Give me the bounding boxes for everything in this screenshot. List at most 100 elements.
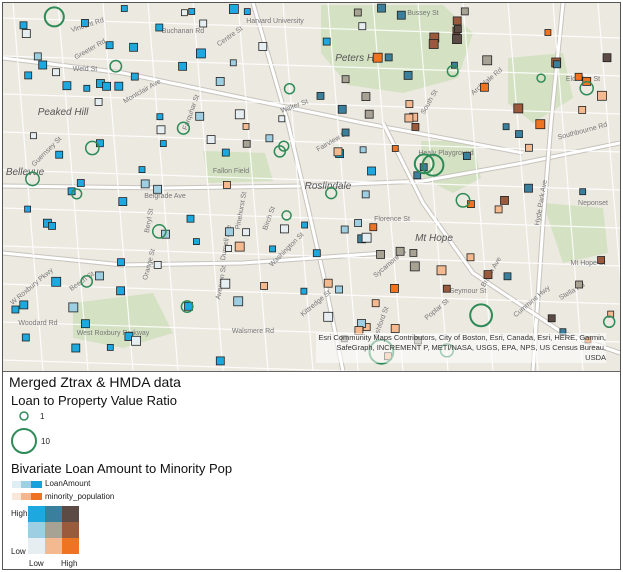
loan-marker-68[interactable] <box>395 246 405 256</box>
loan-marker-76[interactable] <box>68 302 79 313</box>
loan-marker-153[interactable] <box>55 150 64 159</box>
loan-marker-36[interactable] <box>62 81 72 91</box>
loan-marker-168[interactable] <box>117 258 125 267</box>
loan-marker-123[interactable] <box>105 41 114 50</box>
loan-marker-16[interactable] <box>377 3 386 13</box>
loan-marker-138[interactable] <box>372 52 383 63</box>
loan-marker-102[interactable] <box>403 71 413 80</box>
loan-marker-72[interactable] <box>579 188 587 196</box>
loan-marker-122[interactable] <box>81 18 89 27</box>
loan-marker-87[interactable] <box>371 299 380 308</box>
ratio-ring-15[interactable] <box>469 303 494 328</box>
loan-marker-166[interactable] <box>71 343 81 353</box>
ratio-ring-9[interactable] <box>446 65 459 78</box>
loan-marker-73[interactable] <box>30 132 37 140</box>
loan-marker-35[interactable] <box>503 272 512 281</box>
loan-marker-44[interactable] <box>597 256 605 264</box>
loan-marker-135[interactable] <box>391 145 399 152</box>
ratio-ring-21[interactable] <box>109 59 123 73</box>
loan-marker-83[interactable] <box>24 205 32 213</box>
ratio-ring-20[interactable] <box>413 153 435 175</box>
ratio-ring-8[interactable] <box>579 80 594 96</box>
loan-marker-126[interactable] <box>333 147 343 157</box>
loan-marker-67[interactable] <box>597 90 607 101</box>
loan-marker-63[interactable] <box>409 248 418 257</box>
loan-marker-14[interactable] <box>369 223 378 232</box>
loan-marker-169[interactable] <box>155 23 164 32</box>
loan-marker-39[interactable] <box>192 238 200 246</box>
ratio-ring-22[interactable] <box>43 6 65 28</box>
ratio-ring-14[interactable] <box>421 153 445 177</box>
loan-marker-21[interactable] <box>258 42 268 51</box>
loan-marker-120[interactable] <box>159 140 167 148</box>
loan-marker-85[interactable] <box>460 7 469 16</box>
ratio-ring-3[interactable] <box>455 192 471 208</box>
loan-marker-134[interactable] <box>118 197 128 207</box>
loan-marker-0[interactable] <box>364 109 374 119</box>
loan-marker-148[interactable] <box>156 113 164 121</box>
loan-marker-55[interactable] <box>260 281 269 290</box>
loan-marker-164[interactable] <box>222 180 231 189</box>
loan-marker-113[interactable] <box>278 115 286 123</box>
loan-marker-129[interactable] <box>301 221 309 229</box>
ratio-ring-17[interactable] <box>281 210 292 221</box>
loan-marker-99[interactable] <box>376 249 386 259</box>
loan-marker-49[interactable] <box>323 278 333 288</box>
loan-marker-37[interactable] <box>353 8 362 17</box>
ratio-ring-23[interactable] <box>536 73 546 83</box>
ratio-rings[interactable] <box>25 6 616 365</box>
loan-marker-60[interactable] <box>452 34 462 45</box>
loan-marker-136[interactable] <box>361 92 371 101</box>
loan-marker-108[interactable] <box>102 81 111 91</box>
loan-marker-100[interactable] <box>19 21 28 30</box>
loan-marker-132[interactable] <box>215 77 225 86</box>
loan-marker-125[interactable] <box>153 260 162 269</box>
loan-marker-75[interactable] <box>229 59 237 67</box>
loan-marker-154[interactable] <box>131 335 142 346</box>
loan-marker-79[interactable] <box>106 343 114 351</box>
loan-marker-131[interactable] <box>316 92 325 100</box>
loan-marker-9[interactable] <box>341 75 350 84</box>
loan-marker-110[interactable] <box>341 128 350 137</box>
loan-marker-77[interactable] <box>574 72 583 81</box>
loan-marker-65[interactable] <box>242 123 250 130</box>
loan-marker-159[interactable] <box>81 319 90 329</box>
loan-marker-56[interactable] <box>500 195 509 205</box>
loan-marker-114[interactable] <box>467 200 475 209</box>
loan-marker-88[interactable] <box>482 55 493 66</box>
loan-marker-144[interactable] <box>233 296 244 307</box>
loan-markers[interactable] <box>11 3 615 366</box>
loan-marker-7[interactable] <box>452 16 462 26</box>
loan-marker-61[interactable] <box>396 10 406 20</box>
map-view[interactable]: Vincent Rd Harvard University Bussey St Gre… <box>3 3 620 372</box>
loan-marker-11[interactable] <box>359 146 367 154</box>
ratio-ring-12[interactable] <box>180 300 194 314</box>
loan-marker-20[interactable] <box>138 166 146 174</box>
ratio-ring-13[interactable] <box>25 171 40 187</box>
loan-marker-162[interactable] <box>188 8 196 15</box>
loan-marker-152[interactable] <box>156 125 166 135</box>
loan-marker-157[interactable] <box>466 253 475 262</box>
loan-marker-133[interactable] <box>221 148 230 157</box>
loan-marker-143[interactable] <box>494 205 503 214</box>
loan-marker-106[interactable] <box>48 221 56 230</box>
loan-marker-90[interactable] <box>234 241 245 252</box>
loan-marker-24[interactable] <box>575 280 583 289</box>
loan-marker-34[interactable] <box>358 22 367 31</box>
ratio-ring-0[interactable] <box>80 275 94 288</box>
loan-marker-18[interactable] <box>513 103 524 114</box>
ratio-ring-2[interactable] <box>283 82 296 95</box>
loan-marker-53[interactable] <box>11 305 20 314</box>
loan-marker-91[interactable] <box>413 171 422 180</box>
loan-marker-66[interactable] <box>129 42 138 52</box>
loan-marker-5[interactable] <box>544 29 552 36</box>
loan-marker-101[interactable] <box>578 106 587 114</box>
loan-marker-163[interactable] <box>479 82 489 92</box>
loan-marker-149[interactable] <box>409 261 420 272</box>
ratio-ring-11[interactable] <box>278 140 290 152</box>
loan-marker-145[interactable] <box>384 53 393 62</box>
loan-marker-80[interactable] <box>367 166 376 176</box>
loan-marker-62[interactable] <box>442 284 451 293</box>
loan-marker-89[interactable] <box>178 61 188 71</box>
loan-marker-127[interactable] <box>24 71 33 80</box>
